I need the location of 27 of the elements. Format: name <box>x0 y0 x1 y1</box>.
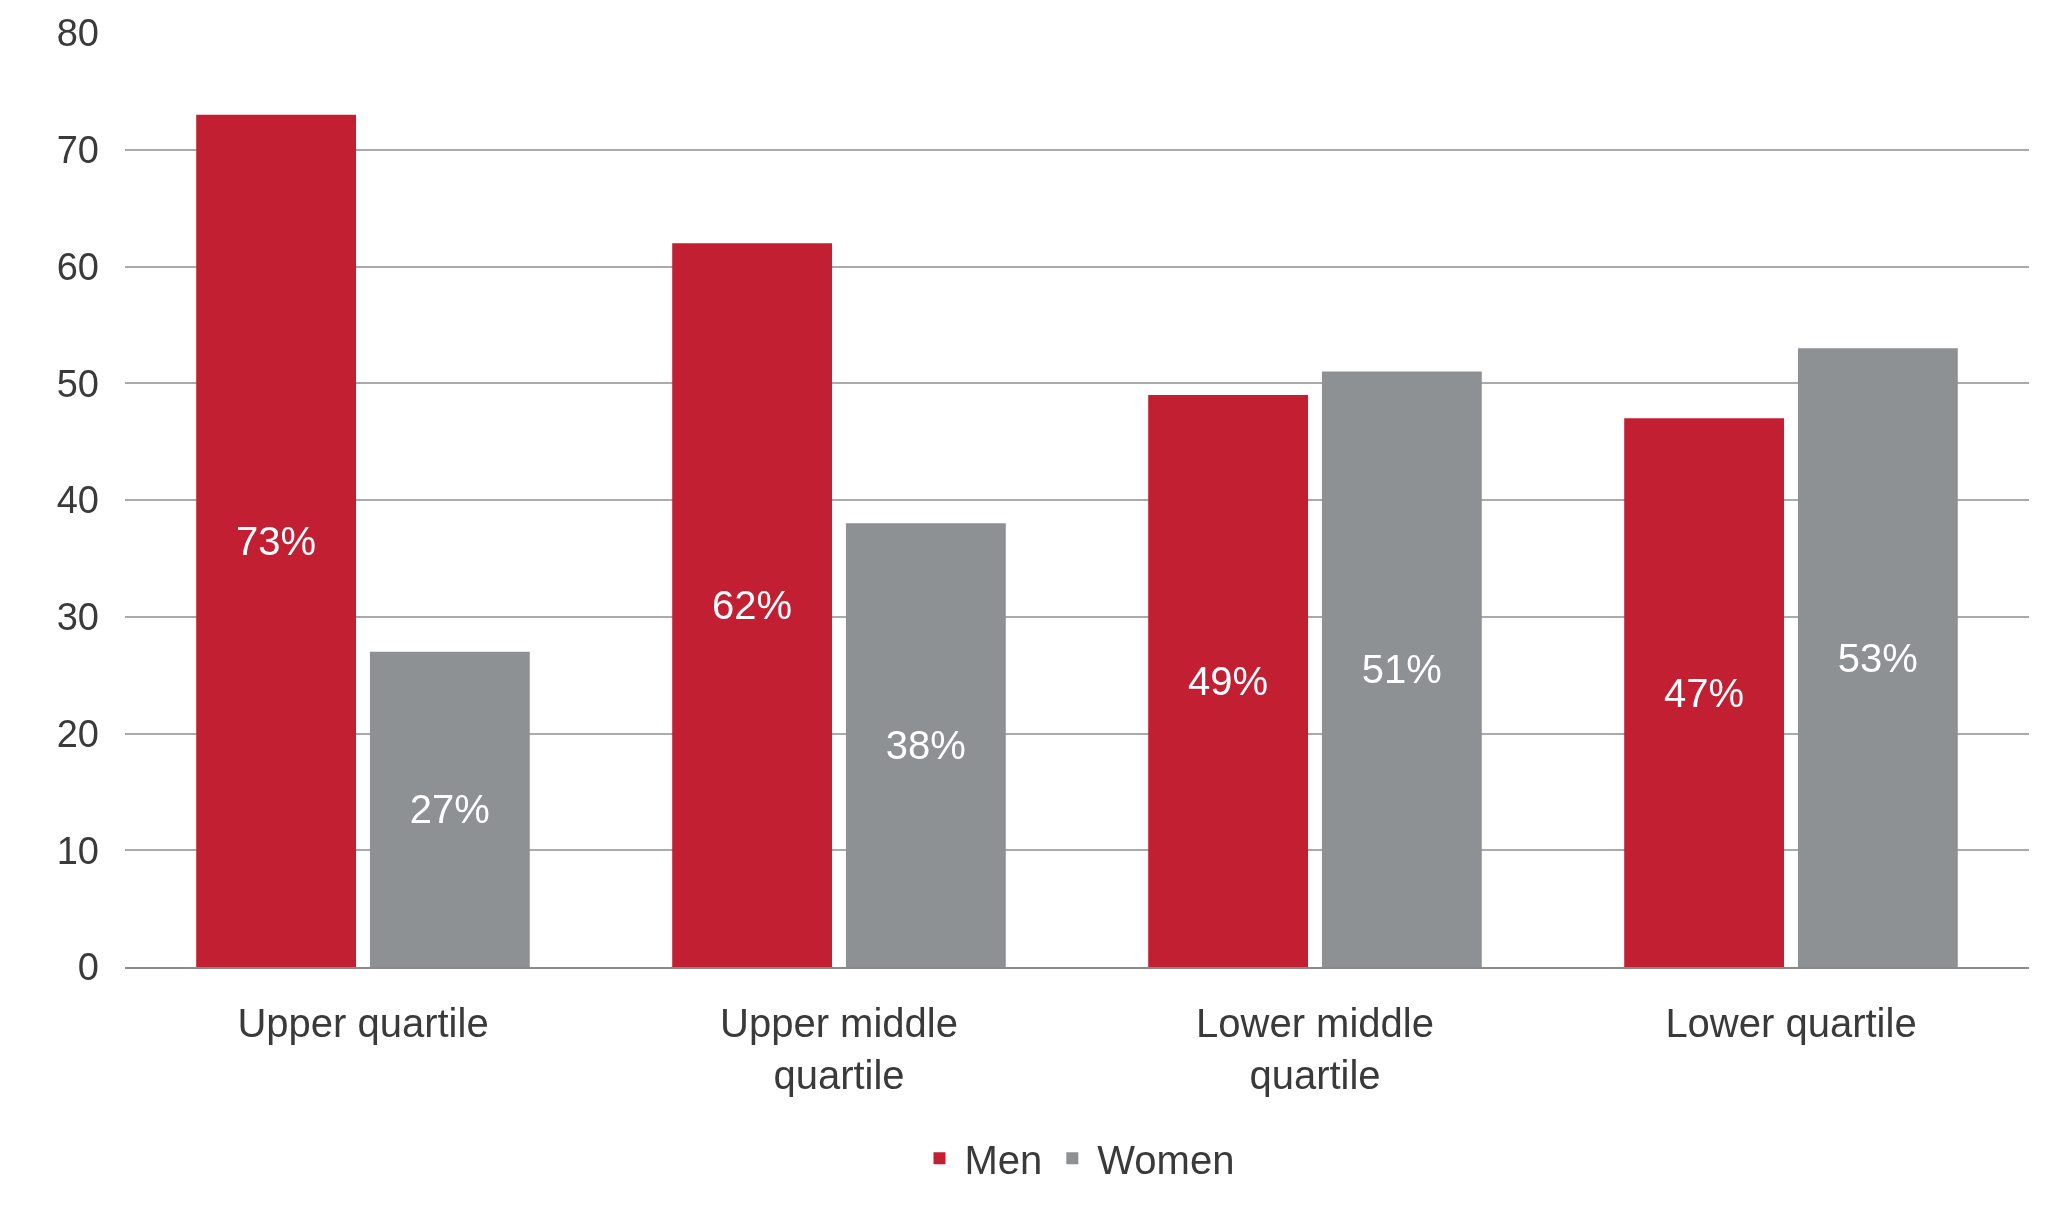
y-tick-label: 60 <box>56 245 99 288</box>
legend-label: Women <box>1097 1137 1235 1182</box>
data-label: 51% <box>1361 647 1442 692</box>
bar <box>196 114 357 967</box>
y-tick-label: 30 <box>56 596 99 639</box>
x-tick-label: Upper quartile <box>237 1001 489 1045</box>
data-label: 73% <box>236 518 317 563</box>
y-tick-label: 80 <box>56 12 99 55</box>
x-tick-label: Upper middle quartile <box>720 1001 958 1097</box>
y-tick-label: 20 <box>56 712 99 755</box>
y-tick-label: 70 <box>56 129 99 172</box>
y-tick-label: 0 <box>77 946 99 989</box>
data-label: 47% <box>1664 670 1745 715</box>
data-label: 49% <box>1188 658 1269 703</box>
x-tick-label: Lower quartile <box>1665 1001 1917 1045</box>
y-tick-label: 10 <box>56 829 99 872</box>
data-label: 53% <box>1837 635 1918 680</box>
data-label: 38% <box>885 723 966 768</box>
x-tick-label: Lower middle quartile <box>1196 1001 1434 1097</box>
legend-label: Men <box>964 1137 1043 1182</box>
data-label: 62% <box>712 583 793 628</box>
bar <box>1624 418 1785 967</box>
y-tick-label: 40 <box>56 479 99 522</box>
bar <box>672 243 833 967</box>
data-label: 27% <box>409 787 490 832</box>
y-tick-label: 50 <box>56 362 99 405</box>
bar <box>1148 394 1309 967</box>
